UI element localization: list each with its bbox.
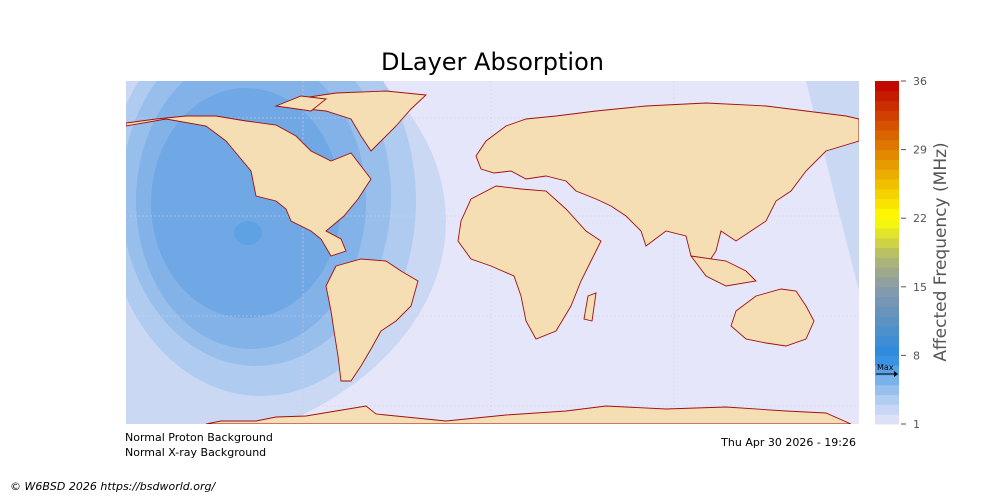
colorbar-band (875, 218, 899, 229)
colorbar-band (875, 267, 899, 278)
colorbar-band (875, 247, 899, 258)
australia (730, 288, 815, 347)
south-america (325, 258, 419, 382)
colorbar-band (875, 335, 899, 347)
timestamp: Thu Apr 30 2026 - 19:26 (721, 436, 856, 449)
antarctica (205, 405, 852, 424)
xray-status: Normal X-ray Background (125, 446, 267, 459)
colorbar-band (875, 228, 899, 239)
colorbar-band (875, 296, 899, 307)
colorbar-band (875, 306, 899, 317)
landmasses (126, 90, 859, 424)
colorbar-band (875, 100, 899, 111)
colorbar-label: Affected Frequency (MHz) (931, 142, 951, 362)
colorbar-band (875, 237, 899, 249)
southeast-asia (689, 255, 757, 287)
copyright-credit: © W6BSD 2026 https://bsdworld.org/ (10, 480, 216, 493)
contour-level (234, 221, 262, 245)
colorbar-band (875, 120, 899, 131)
colorbar-band (875, 90, 899, 102)
colorbar-band (875, 139, 899, 151)
north-america (126, 115, 372, 257)
africa (457, 185, 602, 340)
colorbar-tick-label: 1 (913, 418, 920, 431)
colorbar-band (875, 257, 899, 268)
greenland (295, 90, 428, 152)
colorbar-band (875, 179, 899, 190)
colorbar-tick-label: 22 (913, 212, 927, 225)
colorbar-tick-label: 29 (913, 144, 927, 157)
madagascar (583, 292, 597, 322)
arctic-islands (274, 95, 328, 112)
max-arrowhead (894, 371, 898, 377)
colorbar-tick-label: 36 (913, 75, 927, 88)
colorbar-band (875, 286, 899, 298)
colorbar-tick-label: 8 (913, 349, 920, 362)
eurasia (475, 102, 859, 267)
proton-status: Normal Proton Background (125, 431, 273, 444)
colorbar-band (875, 188, 899, 200)
colorbar-band (875, 130, 899, 141)
colorbar-band (875, 404, 899, 415)
colorbar-band (875, 384, 899, 396)
absorption-map (126, 81, 859, 424)
colorbar-band (875, 375, 899, 386)
colorbar-band (875, 355, 899, 366)
colorbar-band (875, 208, 899, 219)
colorbar-band (875, 159, 899, 170)
colorbar-band (875, 110, 899, 121)
colorbar-band (875, 149, 899, 160)
max-label: Max (877, 363, 894, 372)
colorbar-band (875, 198, 899, 209)
colorbar-band (875, 316, 899, 327)
colorbar-band (875, 414, 899, 425)
colorbar-band (875, 345, 899, 356)
colorbar: 36 29 22 15 8 1 Max (875, 75, 927, 431)
colorbar-tick-label: 15 (913, 281, 927, 294)
colorbar-band (875, 365, 899, 376)
colorbar-band (875, 81, 899, 92)
colorbar-band (875, 326, 899, 337)
colorbar-band (875, 394, 899, 405)
chart-title: DLayer Absorption (381, 48, 604, 76)
colorbar-band (875, 169, 899, 180)
max-marker: Max (876, 363, 898, 377)
colorbar-band (875, 277, 899, 288)
